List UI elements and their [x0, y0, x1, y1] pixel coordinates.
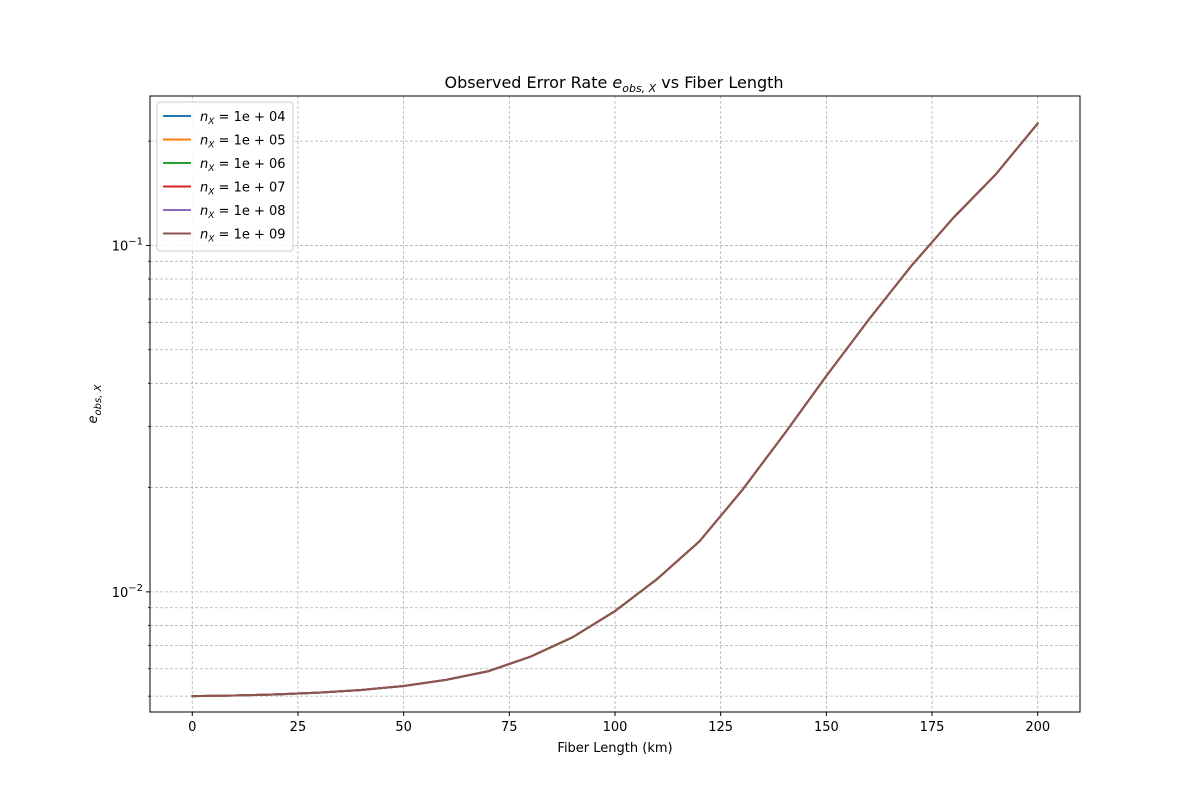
x-tick-label: 0 [188, 720, 196, 735]
legend-label: nX = 1e + 06 [200, 157, 286, 174]
series-line-6 [191, 122, 1039, 698]
x-tick-label: 150 [814, 720, 839, 735]
legend-label: nX = 1e + 05 [200, 134, 286, 151]
x-tick-label: 25 [290, 720, 307, 735]
x-tick-label: 75 [501, 720, 518, 735]
legend-label: nX = 1e + 07 [200, 181, 286, 198]
y-tick-label: 10−1 [112, 236, 143, 254]
legend-label: nX = 1e + 09 [200, 228, 286, 245]
y-axis-title: eobs, X [86, 383, 104, 423]
x-tick-label: 200 [1025, 720, 1050, 735]
chart-title: Observed Error Rate eobs, X vs Fiber Len… [444, 73, 783, 95]
series-lines [191, 122, 1039, 698]
grid [150, 96, 1080, 712]
x-tick-label: 100 [603, 720, 628, 735]
x-axis-title: Fiber Length (km) [557, 741, 672, 756]
legend-label: nX = 1e + 04 [200, 110, 286, 127]
axis-ticks: 0 25 50 75 100 125 150 175 200 10−2 10−1 [112, 140, 1050, 735]
x-tick-label: 125 [708, 720, 733, 735]
legend: nX = 1e + 04 nX = 1e + 05 nX = 1e + 06 nX =… [156, 101, 294, 252]
x-tick-label: 175 [920, 720, 945, 735]
x-tick-label: 50 [395, 720, 412, 735]
y-tick-label: 10−2 [112, 583, 143, 601]
legend-label: nX = 1e + 08 [200, 204, 286, 221]
